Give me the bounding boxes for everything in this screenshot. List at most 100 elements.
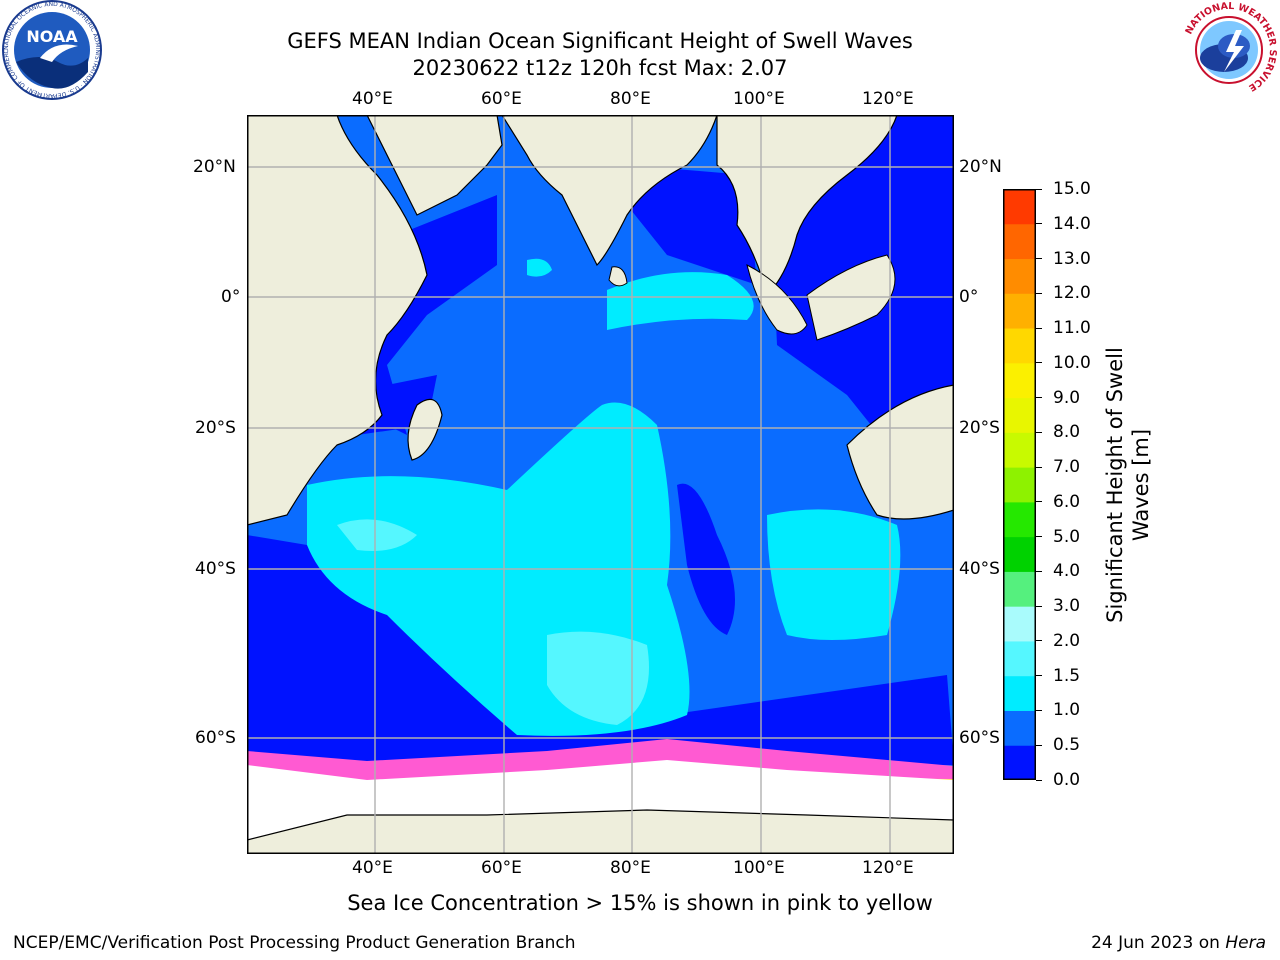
colorbar-tick-mark	[1036, 258, 1042, 260]
land-antarctica	[247, 809, 954, 854]
sea-ice-note: Sea Ice Concentration > 15% is shown in …	[347, 891, 933, 915]
colorbar-tick-mark	[1036, 640, 1042, 642]
colorbar-tick-mark	[1036, 397, 1042, 399]
lon-label-bottom-120e: 120°E	[862, 858, 914, 878]
colorbar-tick-mark	[1036, 362, 1042, 364]
colorbar-tick-mark	[1036, 675, 1042, 677]
colorbar-tick-label: 3.0	[1053, 596, 1081, 617]
map-panel	[247, 115, 954, 854]
colorbar-segment	[1003, 258, 1036, 294]
colorbar-tick-label: 7.0	[1053, 457, 1081, 478]
footer-machine: Hera	[1225, 933, 1266, 953]
land-arabia	[366, 115, 503, 216]
chart-title-line1: GEFS MEAN Indian Ocean Significant Heigh…	[287, 29, 913, 53]
colorbar-segment	[1003, 189, 1036, 225]
colorbar-tick-mark	[1036, 570, 1042, 572]
colorbar-tick-label: 1.5	[1053, 665, 1081, 686]
colorbar-label-line2: Waves [m]	[1129, 428, 1153, 542]
colorbar-segment	[1003, 432, 1036, 468]
lat-label-left-60s: 60°S	[195, 728, 236, 748]
colorbar-tick-label: 1.0	[1053, 700, 1081, 721]
colorbar	[1003, 189, 1036, 780]
lon-label-top-100e: 100°E	[733, 89, 785, 109]
colorbar-tick-label: 8.0	[1053, 422, 1081, 443]
colorbar-tick-mark	[1036, 605, 1042, 607]
land-india	[501, 115, 718, 267]
chart-title-line2: 20230622 t12z 120h fcst Max: 2.07	[412, 56, 788, 80]
colorbar-segment	[1003, 640, 1036, 677]
land-southeast-asia	[716, 115, 898, 297]
map-svg	[247, 115, 954, 854]
nws-logo: NATIONAL WEATHER SERVICE	[1178, 0, 1280, 102]
noaa-logo: NOAA NATIONAL OCEANIC AND ATMOSPHERIC AD…	[0, 0, 108, 104]
lon-label-top-120e: 120°E	[862, 89, 914, 109]
lat-label-right-20s: 20°S	[959, 418, 1000, 438]
colorbar-tick-mark	[1036, 292, 1042, 294]
lat-label-left-20n: 20°N	[193, 157, 236, 177]
land-australia	[846, 384, 954, 520]
colorbar-tick-mark	[1036, 744, 1042, 746]
colorbar-tick-label: 5.0	[1053, 526, 1081, 547]
colorbar-tick-label: 4.0	[1053, 561, 1081, 582]
map-frame	[247, 115, 954, 854]
lon-label-top-60e: 60°E	[481, 89, 522, 109]
swell-1-0-equatorial	[607, 272, 754, 330]
colorbar-segment	[1003, 397, 1036, 433]
colorbar-tick-mark	[1036, 223, 1042, 225]
footer-right: 24 Jun 2023 on Hera	[1091, 932, 1266, 954]
colorbar-tick-label: 14.0	[1053, 213, 1091, 234]
lat-label-right-60s: 60°S	[959, 728, 1000, 748]
colorbar-tick-label: 10.0	[1053, 352, 1091, 373]
colorbar-label-line1: Significant Height of Swell	[1103, 347, 1127, 623]
lon-label-bottom-40e: 40°E	[352, 858, 393, 878]
colorbar-tick-label: 9.0	[1053, 387, 1081, 408]
swell-1-0-east	[767, 509, 901, 640]
footer-date: 24 Jun 2023 on	[1091, 933, 1226, 953]
colorbar-tick-mark	[1036, 188, 1042, 190]
swell-1-0-small	[527, 258, 552, 277]
colorbar-frame	[1003, 189, 1036, 780]
low-swell-bay-bengal	[627, 165, 757, 285]
map-gridlines	[247, 115, 954, 854]
colorbar-segment	[1003, 571, 1036, 607]
colorbar-tick-mark	[1036, 466, 1042, 468]
colorbar-segment	[1003, 501, 1036, 538]
lat-label-left-0: 0°	[221, 287, 241, 307]
land-madagascar	[407, 398, 443, 461]
swell-1-5-patch	[547, 631, 649, 725]
colorbar-tick-label: 12.0	[1053, 283, 1091, 304]
colorbar-segment	[1003, 467, 1036, 503]
colorbar-tick-label: 11.0	[1053, 318, 1091, 339]
colorbar-label: Significant Height of Swell Waves [m]	[1102, 285, 1154, 685]
lon-label-bottom-100e: 100°E	[733, 858, 785, 878]
colorbar-segment	[1003, 606, 1036, 642]
colorbar-tick-mark	[1036, 536, 1042, 538]
colorbar-segment	[1003, 710, 1036, 746]
lon-label-bottom-60e: 60°E	[481, 858, 522, 878]
lat-label-right-40s: 40°S	[959, 559, 1000, 579]
colorbar-tick-mark	[1036, 779, 1042, 781]
lat-label-right-20n: 20°N	[959, 157, 1002, 177]
lon-label-bottom-80e: 80°E	[610, 858, 651, 878]
colorbar-segment	[1003, 328, 1036, 364]
land-africa	[247, 115, 428, 526]
lat-label-left-20s: 20°S	[195, 418, 236, 438]
colorbar-tick-label: 0.0	[1053, 770, 1081, 790]
swell-1-5-west	[337, 519, 417, 551]
lat-label-left-40s: 40°S	[195, 559, 236, 579]
lon-label-top-80e: 80°E	[610, 89, 651, 109]
lat-label-right-0: 0°	[959, 287, 979, 307]
colorbar-segment	[1003, 745, 1036, 780]
lon-label-top-40e: 40°E	[352, 89, 393, 109]
colorbar-tick-label: 6.0	[1053, 491, 1081, 512]
footer-left: NCEP/EMC/Verification Post Processing Pr…	[13, 933, 576, 953]
colorbar-tick-label: 2.0	[1053, 630, 1081, 651]
colorbar-tick-mark	[1036, 501, 1042, 503]
noaa-logo-text: NOAA	[26, 27, 78, 46]
colorbar-segment	[1003, 675, 1036, 711]
land-sri-lanka	[608, 266, 628, 287]
colorbar-segment	[1003, 293, 1036, 329]
colorbar-tick-label: 15.0	[1053, 179, 1091, 199]
colorbar-segment	[1003, 536, 1036, 572]
colorbar-segment	[1003, 362, 1036, 399]
